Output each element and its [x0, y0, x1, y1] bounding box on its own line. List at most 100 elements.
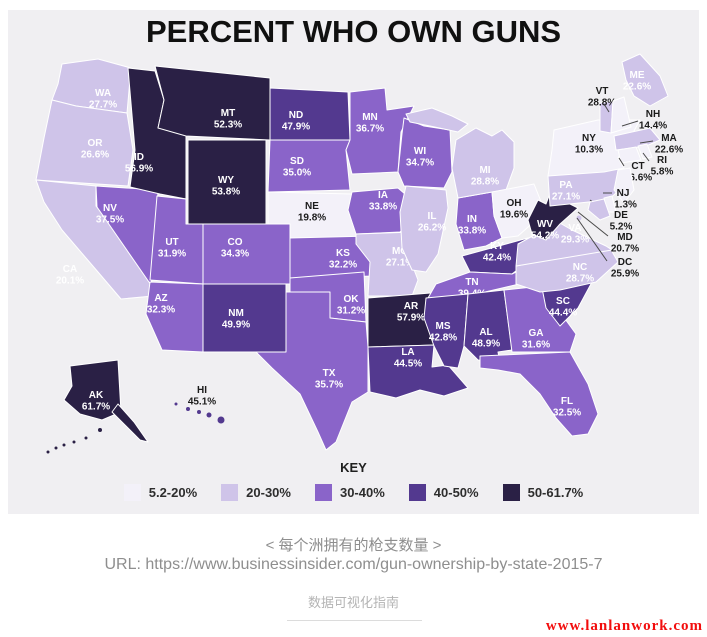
state-label-SD: SD 35.0% — [283, 156, 311, 179]
state-label-NC: NC 28.7% — [566, 262, 594, 285]
state-shape-LA — [367, 344, 469, 399]
legend-row: 5.2-20% 20-30% 30-40% 40-50% 50-61.7% — [8, 484, 699, 501]
legend-label-0: 5.2-20% — [148, 485, 198, 500]
state-island-AK — [72, 440, 76, 444]
state-label-DC: DC 25.9% — [611, 257, 639, 280]
state-label-NE: NE 19.8% — [298, 201, 326, 224]
legend-swatch-2 — [314, 484, 332, 501]
state-shape-AZ — [145, 281, 204, 353]
state-label-ND: ND 47.9% — [282, 110, 310, 133]
state-island-AK — [46, 450, 50, 454]
state-shape-TX — [255, 291, 369, 451]
caption-chinese: < 每个洲拥有的枪支数量 > — [265, 537, 442, 554]
state-shape-ID — [127, 67, 187, 200]
legend-title: KEY — [340, 460, 367, 475]
state-island-HI — [197, 410, 201, 414]
state-island-HI — [174, 402, 178, 406]
state-shape-RI — [637, 143, 653, 160]
state-label-MA: MA 22.6% — [655, 133, 683, 156]
legend-swatch-4 — [502, 484, 520, 501]
state-label-NJ: NJ 11.3% — [609, 188, 637, 211]
state-label-ID: ID 56.9% — [125, 152, 153, 175]
state-label-MD: MD 20.7% — [611, 232, 639, 255]
state-label-OK: OK 31.2% — [337, 294, 365, 317]
state-island-AK — [98, 428, 102, 432]
state-island-AK — [54, 446, 58, 450]
state-label-MS: MS 42.8% — [429, 321, 457, 344]
state-label-FL: FL 32.5% — [553, 396, 581, 419]
legend-label-3: 40-50% — [433, 485, 479, 500]
state-label-AR: AR 57.9% — [397, 301, 425, 324]
page-title: PERCENT WHO OWN GUNS — [145, 14, 562, 49]
state-label-WV: WV 54.2% — [531, 219, 559, 242]
legend-label-2: 30-40% — [339, 485, 385, 500]
state-shape-ME — [621, 53, 669, 107]
state-shape-AK — [111, 403, 149, 443]
state-label-GA: GA 31.6% — [522, 328, 550, 351]
state-label-AZ: AZ 32.3% — [147, 293, 175, 316]
state-label-OH: OH 19.6% — [500, 198, 528, 221]
legend-item-4: 50-61.7% — [502, 484, 583, 501]
state-label-RI: RI 5.8% — [651, 155, 674, 178]
state-shape-FL — [479, 351, 599, 437]
leader-line-MD — [577, 211, 609, 237]
state-island-HI — [217, 416, 225, 424]
state-shape-MT — [154, 65, 271, 141]
state-label-CA: CA 20.1% — [56, 264, 84, 287]
state-label-VT: VT 28.8% — [588, 86, 616, 109]
state-label-DE: DE 5.2% — [610, 210, 633, 233]
legend-item-2: 30-40% — [314, 484, 385, 501]
legend-swatch-0 — [123, 484, 141, 501]
leader-line-VT — [603, 103, 610, 113]
footer-source-label: 数据可视化指南 — [307, 595, 399, 610]
state-label-UT: UT 31.9% — [158, 237, 186, 260]
state-label-IA: IA 33.8% — [369, 190, 397, 213]
state-shape-MI — [405, 107, 469, 133]
state-shape-WI — [397, 117, 453, 189]
state-shape-NM — [202, 283, 287, 353]
state-island-HI — [186, 407, 190, 411]
legend-item-3: 40-50% — [408, 484, 479, 501]
state-island-AK — [84, 436, 88, 440]
state-label-LA: LA 44.5% — [394, 347, 422, 370]
state-label-WY: WY 53.8% — [212, 175, 240, 198]
state-label-VA: VA 29.3% — [561, 223, 589, 246]
state-label-SC: SC 44.4% — [549, 296, 577, 319]
watermark-text: www.lanlanwork.com — [545, 618, 703, 634]
state-label-ME: ME 22.6% — [623, 70, 651, 93]
state-label-HI: HI 45.1% — [188, 385, 216, 408]
state-label-TX: TX 35.7% — [315, 368, 343, 391]
footer-divider — [287, 620, 422, 621]
state-shape-MI — [451, 127, 515, 199]
source-url: URL: https://www.businessinsider.com/gun… — [104, 556, 603, 573]
state-label-CO: CO 34.3% — [221, 237, 249, 260]
state-label-AL: AL 48.9% — [472, 327, 500, 350]
state-label-MO: MO 27.1% — [386, 246, 414, 269]
state-label-IL: IL 26.2% — [418, 211, 446, 234]
legend-item-0: 5.2-20% — [123, 484, 198, 501]
state-label-WI: WI 34.7% — [406, 146, 434, 169]
state-shape-OR — [35, 99, 134, 187]
state-label-NV: NV 37.5% — [96, 203, 124, 226]
state-label-MI: MI 28.8% — [471, 165, 499, 188]
state-label-PA: PA 27.1% — [552, 180, 580, 203]
state-label-CT: CT 16.6% — [624, 161, 652, 184]
state-label-WA: WA 27.7% — [89, 88, 117, 111]
state-shape-NH — [610, 96, 632, 134]
state-island-AK — [62, 443, 66, 447]
state-label-OR: OR 26.6% — [81, 138, 109, 161]
leader-line-MA — [639, 140, 654, 144]
state-label-KY: KY 42.4% — [483, 241, 511, 264]
state-label-AK: AK 61.7% — [82, 390, 110, 413]
legend-swatch-1 — [221, 484, 239, 501]
legend-swatch-3 — [408, 484, 426, 501]
leader-line-DC — [576, 217, 608, 262]
state-label-MN: MN 36.7% — [356, 112, 384, 135]
state-shape-AL — [463, 289, 513, 363]
us-map: WA 27.7% OR 26.6% CA 20.1% NV 37.5% ID 56.9% MT 52.… — [35, 53, 683, 454]
leader-line-RI — [642, 152, 650, 162]
state-label-NY: NY 10.3% — [575, 133, 603, 156]
state-label-MT: MT 52.3% — [214, 108, 242, 131]
legend-item-1: 20-30% — [221, 484, 291, 501]
